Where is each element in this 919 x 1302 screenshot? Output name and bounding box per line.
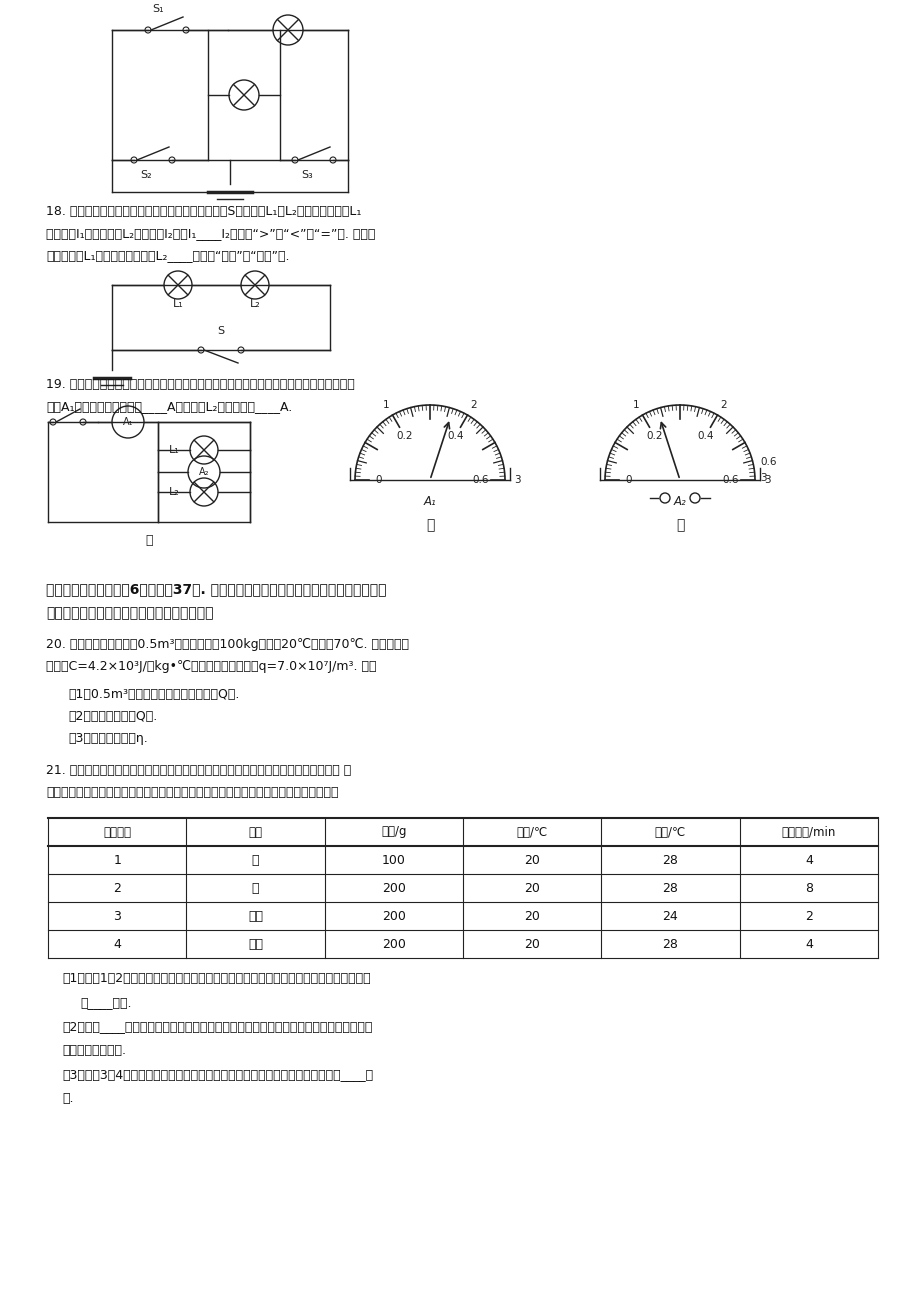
Text: 19. 如图甲所示的电路图，开关闭合时，两灯都亮，两个电流表的示数分别如图乙和图丙，: 19. 如图甲所示的电路图，开关闭合时，两灯都亮，两个电流表的示数分别如图乙和图… xyxy=(46,378,355,391)
Text: 0.6: 0.6 xyxy=(472,475,489,486)
Text: 0: 0 xyxy=(375,475,381,486)
Text: 的____有关.: 的____有关. xyxy=(80,996,131,1009)
Text: 初温/℃: 初温/℃ xyxy=(516,825,547,838)
Text: 200: 200 xyxy=(381,910,405,923)
Text: 质量/g: 质量/g xyxy=(380,825,406,838)
Text: 判断A₁表（图乙）的读数是____A；通过灯L₂的电流大是____A.: 判断A₁表（图乙）的读数是____A；通过灯L₂的电流大是____A. xyxy=(46,400,292,413)
Text: 0.6: 0.6 xyxy=(759,457,776,467)
Text: 200: 200 xyxy=(381,881,405,894)
Text: 2: 2 xyxy=(470,400,476,410)
Text: 3: 3 xyxy=(759,473,766,483)
Text: 20: 20 xyxy=(524,910,539,923)
Text: 0: 0 xyxy=(625,475,631,486)
Text: 加热时间/min: 加热时间/min xyxy=(781,825,835,838)
Text: 0.4: 0.4 xyxy=(697,431,713,441)
Text: 4: 4 xyxy=(804,937,811,950)
Text: 过程中灯泡L₁突然烧坏，则灯泡L₂____（选填“仍亮”或“不亮”）.: 过程中灯泡L₁突然烧坏，则灯泡L₂____（选填“仍亮”或“不亮”）. xyxy=(46,249,289,262)
Text: 关.: 关. xyxy=(62,1092,74,1105)
Text: 实验次数: 实验次数 xyxy=(103,825,131,838)
Text: 0.2: 0.2 xyxy=(645,431,662,441)
Text: 28: 28 xyxy=(662,854,677,867)
Text: 21. 几位同学为了研究物质温度升高时吸收热量的多少与哪些因素有关，做了如下实验 在: 21. 几位同学为了研究物质温度升高时吸收热量的多少与哪些因素有关，做了如下实验… xyxy=(46,764,351,777)
Text: 与物质的种类有关.: 与物质的种类有关. xyxy=(62,1044,126,1057)
Text: S₃: S₃ xyxy=(301,171,312,180)
Text: 四个相同的烧杯里分别盛入水和煎油，用同样的电热器给它们加热，得到如下实验数据：: 四个相同的烧杯里分别盛入水和煎油，用同样的电热器给它们加热，得到如下实验数据： xyxy=(46,786,338,799)
Text: （3）燃气灶的效率η.: （3）燃气灶的效率η. xyxy=(68,732,148,745)
Text: L₁: L₁ xyxy=(173,299,183,309)
Text: 20: 20 xyxy=(524,937,539,950)
Text: A₁: A₁ xyxy=(423,495,436,508)
Text: （3）比较3、4两次实验数据可以得出：质量相同的同种物质，吸收热量的多少与____有: （3）比较3、4两次实验数据可以得出：质量相同的同种物质，吸收热量的多少与___… xyxy=(62,1068,373,1081)
Text: 3: 3 xyxy=(763,475,769,486)
Text: （2）比较____两次实验数据可以得出：质量相同的物质升高相同的温度，吸收热量的多少: （2）比较____两次实验数据可以得出：质量相同的物质升高相同的温度，吸收热量的… xyxy=(62,1019,372,1032)
Text: 1: 1 xyxy=(383,400,390,410)
Text: 四、综合题（本大题八6小题，八37分. 解题中要求有必要的分析和说明，计算题还要有: 四、综合题（本大题八6小题，八37分. 解题中要求有必要的分析和说明，计算题还要… xyxy=(46,582,386,596)
Text: 丙: 丙 xyxy=(675,518,684,533)
Text: 28: 28 xyxy=(662,881,677,894)
Text: 3: 3 xyxy=(513,475,520,486)
Text: 0.6: 0.6 xyxy=(722,475,739,486)
Text: 乙: 乙 xyxy=(425,518,434,533)
Text: 8: 8 xyxy=(804,881,812,894)
Text: L₂: L₂ xyxy=(249,299,260,309)
Text: （2）水吸收的热量Q吸.: （2）水吸收的热量Q吸. xyxy=(68,710,157,723)
Text: 1: 1 xyxy=(632,400,639,410)
Text: 的电流为I₁，通过灯泡L₂的电流为I₂，则I₁____I₂（选填“>”、“<”或“=”）. 若工作: 的电流为I₁，通过灯泡L₂的电流为I₂，则I₁____I₂（选填“>”、“<”或… xyxy=(46,227,375,240)
Text: 20. 天然气灶烧水，燃烧0.5m³的天然气，使100kg的水从20℃升高到70℃. 已知水的比: 20. 天然气灶烧水，燃烧0.5m³的天然气，使100kg的水从20℃升高到70… xyxy=(46,638,409,651)
Text: 0.4: 0.4 xyxy=(447,431,463,441)
Text: L₂: L₂ xyxy=(168,487,179,497)
Text: 20: 20 xyxy=(524,854,539,867)
Text: 煎油: 煎油 xyxy=(248,910,263,923)
Text: A₂: A₂ xyxy=(199,467,209,477)
Text: 4: 4 xyxy=(804,854,811,867)
Text: 200: 200 xyxy=(381,937,405,950)
Text: S₂: S₂ xyxy=(140,171,152,180)
Text: （1）比较1、2两次实验数据可以得出：同种物质升高相同的温度，吸收热量的多少与物质: （1）比较1、2两次实验数据可以得出：同种物质升高相同的温度，吸收热量的多少与物… xyxy=(62,973,370,986)
Text: A₂: A₂ xyxy=(673,495,686,508)
Text: 煎油: 煎油 xyxy=(248,937,263,950)
Text: 24: 24 xyxy=(662,910,677,923)
Text: 2: 2 xyxy=(720,400,726,410)
Text: 水: 水 xyxy=(252,881,259,894)
Text: （1）0.5m³天然气完全燃烧放出的热量Q放.: （1）0.5m³天然气完全燃烧放出的热量Q放. xyxy=(68,687,239,700)
Text: 2: 2 xyxy=(113,881,121,894)
Text: 末温/℃: 末温/℃ xyxy=(654,825,686,838)
Text: S₁: S₁ xyxy=(152,4,164,14)
Text: 热容为C=4.2×10³J/（kg•℃），天然气的热値为q=7.0×10⁷J/m³. 求：: 热容为C=4.2×10³J/（kg•℃），天然气的热値为q=7.0×10⁷J/m… xyxy=(46,660,376,673)
Text: 100: 100 xyxy=(381,854,405,867)
Text: 2: 2 xyxy=(804,910,811,923)
Text: L₁: L₁ xyxy=(168,445,179,454)
Text: 28: 28 xyxy=(662,937,677,950)
Text: 公式及数据代入过程，结果要有数值和单位）: 公式及数据代入过程，结果要有数值和单位） xyxy=(46,605,213,620)
Text: 0.2: 0.2 xyxy=(396,431,413,441)
Text: 4: 4 xyxy=(113,937,121,950)
Text: 水: 水 xyxy=(252,854,259,867)
Text: 液体: 液体 xyxy=(248,825,262,838)
Text: S: S xyxy=(217,326,224,336)
Text: 3: 3 xyxy=(113,910,121,923)
Circle shape xyxy=(689,493,699,503)
Text: 甲: 甲 xyxy=(145,534,153,547)
Text: 18. 如图，把两个灯泡串联后接到电源上，合上开关S后，发现L₁比L₂亮，设通过灯泡L₁: 18. 如图，把两个灯泡串联后接到电源上，合上开关S后，发现L₁比L₂亮，设通过… xyxy=(46,204,361,217)
Text: 1: 1 xyxy=(113,854,121,867)
Text: A₁: A₁ xyxy=(122,417,133,427)
Text: 20: 20 xyxy=(524,881,539,894)
Circle shape xyxy=(659,493,669,503)
